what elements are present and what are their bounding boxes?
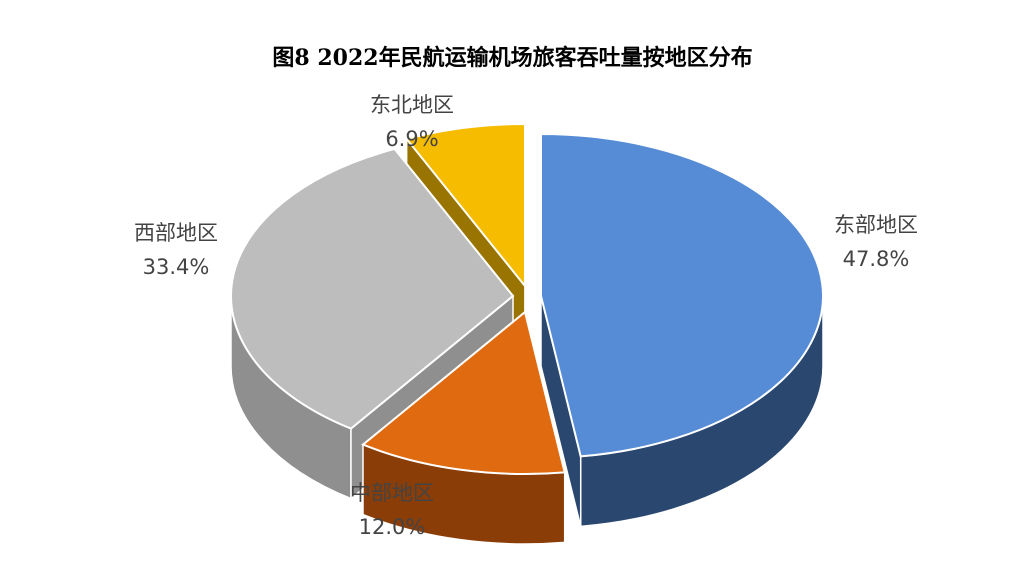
slice-category-label: 东北地区 [370,93,454,117]
pie-slice [404,122,526,289]
pie-slice [540,132,824,458]
pie-slice [230,147,515,430]
slice-value-label: 33.4% [143,255,210,279]
slice-value-label: 12.0% [359,515,426,539]
slice-category-label: 东部地区 [834,213,918,237]
slice-value-label: 47.8% [843,247,910,271]
pie-slice [361,310,566,475]
slice-value-label: 6.9% [385,127,438,151]
slice-category-label: 中部地区 [350,481,434,505]
slice-category-label: 西部地区 [134,221,218,245]
chart-title: 图8 2022年民航运输机场旅客吞吐量按地区分布 [272,45,753,71]
